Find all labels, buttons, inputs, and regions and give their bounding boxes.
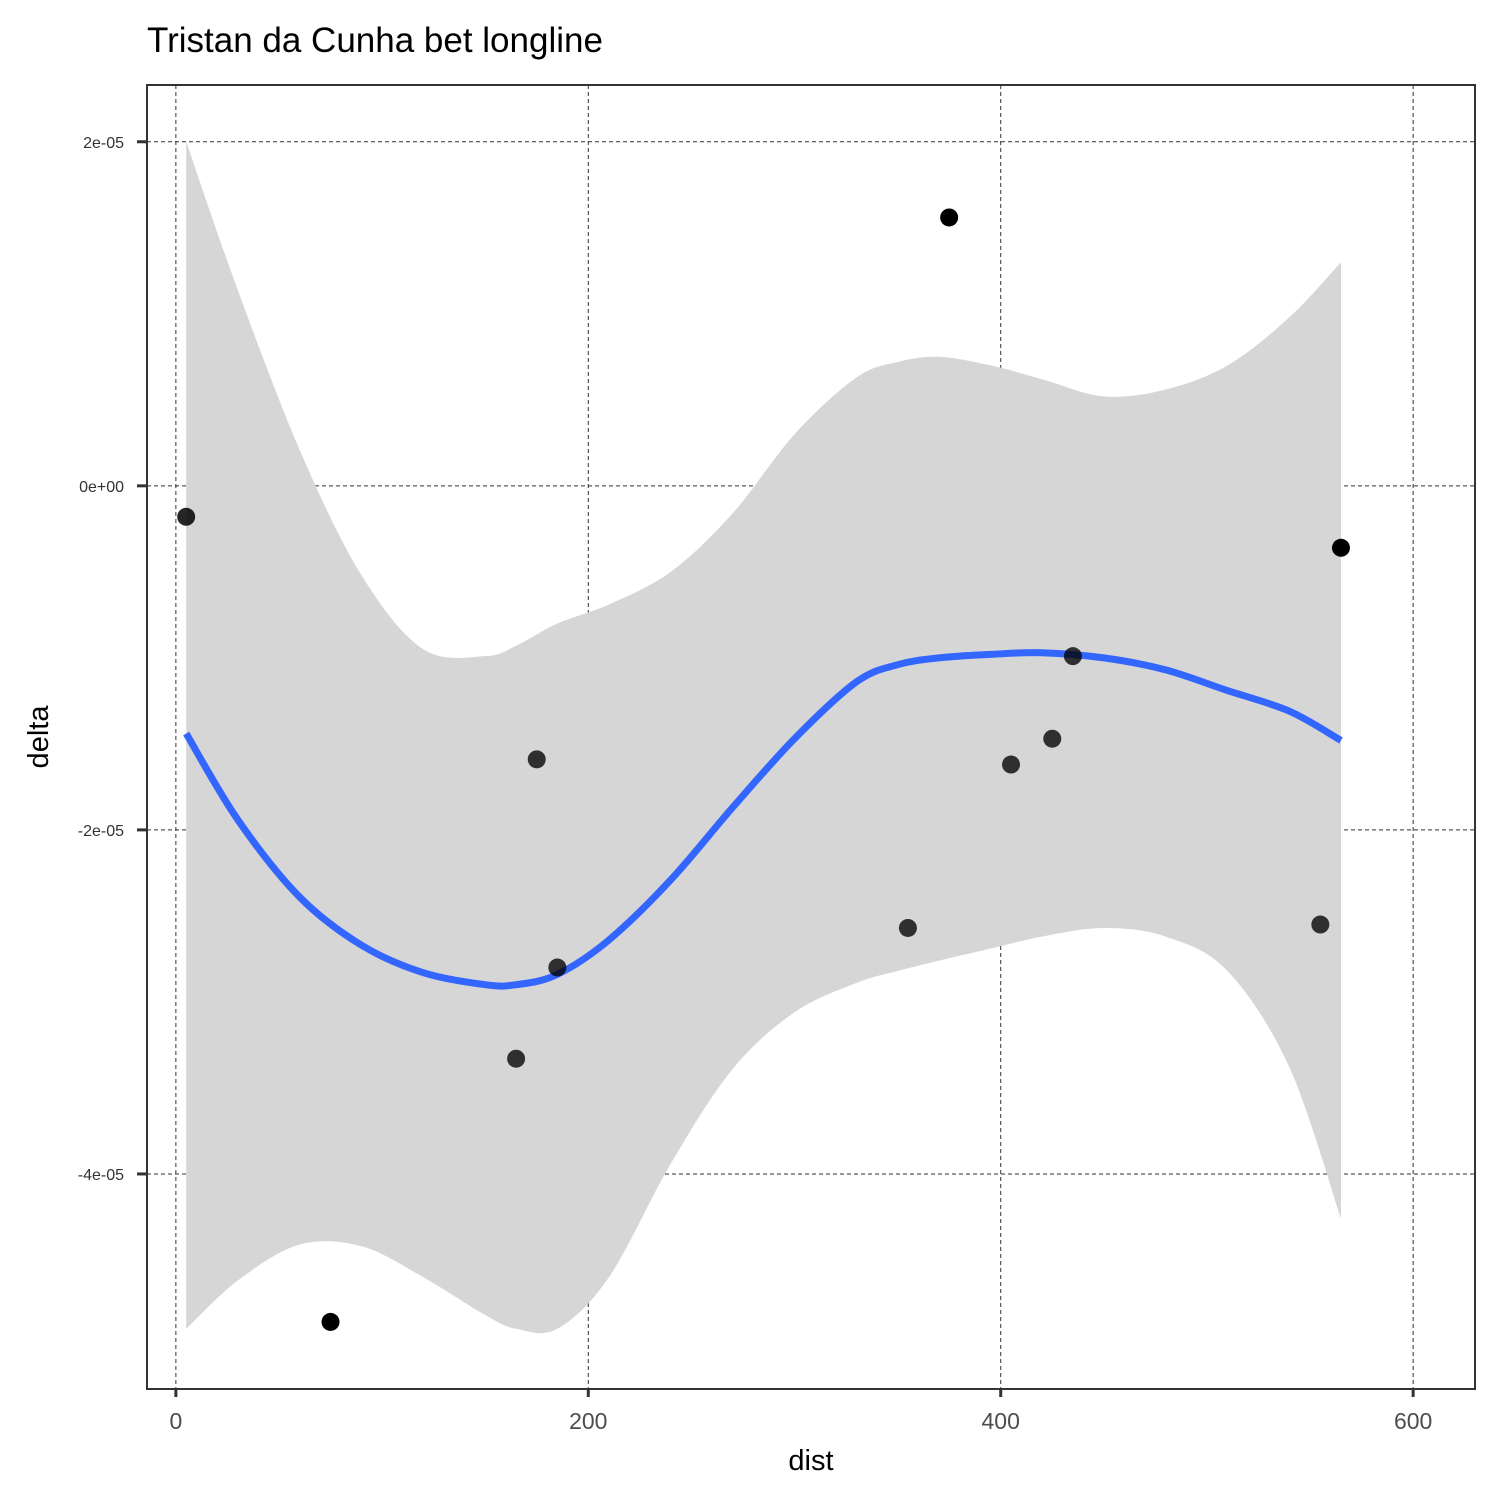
data-point-0: [177, 507, 196, 526]
data-points: [177, 208, 1350, 1331]
data-point-9: [1063, 647, 1082, 666]
smooth-line: [183, 649, 1343, 990]
y-axis-title: delta: [23, 705, 55, 769]
data-point-1: [321, 1312, 340, 1331]
confidence-ribbon: [186, 141, 1342, 1334]
x-axis: 0 200 400 600: [169, 1389, 1432, 1434]
data-point-10: [1311, 915, 1330, 934]
data-point-2: [507, 1049, 526, 1068]
data-point-5: [898, 918, 917, 937]
y-tick-label-2: -2e-05: [78, 823, 124, 840]
data-point-11: [1331, 538, 1350, 557]
y-axis: 2e-05 0e+00 -2e-05 -4e-05: [78, 135, 147, 1184]
y-tick-label-3: -4e-05: [78, 1167, 124, 1184]
data-point-4: [548, 958, 567, 977]
chart-title: Tristan da Cunha bet longline: [147, 21, 603, 60]
x-tick-label-0: 0: [169, 1408, 182, 1434]
data-point-3: [527, 750, 546, 769]
y-tick-label-1: 0e+00: [79, 479, 124, 496]
x-tick-label-1: 200: [569, 1408, 607, 1434]
plot-panel: [146, 84, 1476, 1390]
x-axis-title: dist: [788, 1445, 833, 1477]
data-point-6: [940, 208, 959, 227]
confidence-band: [186, 141, 1342, 1334]
x-tick-label-2: 400: [982, 1408, 1020, 1434]
smooth-fit-line: [183, 649, 1343, 990]
x-tick-label-3: 600: [1394, 1408, 1432, 1434]
data-point-7: [1002, 755, 1021, 774]
y-tick-label-0: 2e-05: [83, 135, 124, 152]
panel-border: [146, 84, 1476, 1390]
data-point-8: [1043, 729, 1062, 748]
